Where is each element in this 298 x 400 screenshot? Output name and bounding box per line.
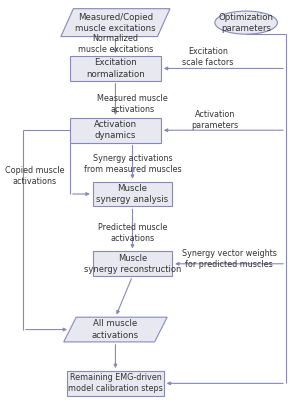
Text: Predicted muscle
activations: Predicted muscle activations bbox=[98, 223, 167, 243]
Text: Muscle
synergy reconstruction: Muscle synergy reconstruction bbox=[84, 254, 181, 274]
FancyBboxPatch shape bbox=[70, 118, 161, 143]
Text: Synergy activations
from measured muscles: Synergy activations from measured muscle… bbox=[84, 154, 181, 174]
Text: Excitation
scale factors: Excitation scale factors bbox=[182, 47, 233, 67]
Text: Activation
dynamics: Activation dynamics bbox=[94, 120, 137, 140]
Text: Excitation
normalization: Excitation normalization bbox=[86, 58, 145, 78]
Text: Remaining EMG-driven
model calibration steps: Remaining EMG-driven model calibration s… bbox=[68, 373, 163, 394]
Ellipse shape bbox=[215, 11, 277, 34]
Text: All muscle
activations: All muscle activations bbox=[92, 320, 139, 340]
Polygon shape bbox=[64, 317, 167, 342]
Text: Synergy vector weights
for predicted muscles: Synergy vector weights for predicted mus… bbox=[182, 249, 277, 269]
FancyBboxPatch shape bbox=[67, 371, 164, 396]
Text: Optimization
parameters: Optimization parameters bbox=[219, 12, 274, 33]
Text: Copied muscle
activations: Copied muscle activations bbox=[5, 166, 64, 186]
Polygon shape bbox=[61, 9, 170, 36]
Text: Activation
parameters: Activation parameters bbox=[191, 110, 238, 130]
FancyBboxPatch shape bbox=[70, 56, 161, 81]
FancyBboxPatch shape bbox=[93, 252, 172, 276]
Text: Measured/Copied
muscle excitations: Measured/Copied muscle excitations bbox=[75, 12, 156, 33]
Text: Muscle
synergy analysis: Muscle synergy analysis bbox=[97, 184, 169, 204]
Text: Normalized
muscle excitations: Normalized muscle excitations bbox=[78, 34, 153, 54]
FancyBboxPatch shape bbox=[93, 182, 172, 206]
Text: Measured muscle
activations: Measured muscle activations bbox=[97, 94, 168, 114]
